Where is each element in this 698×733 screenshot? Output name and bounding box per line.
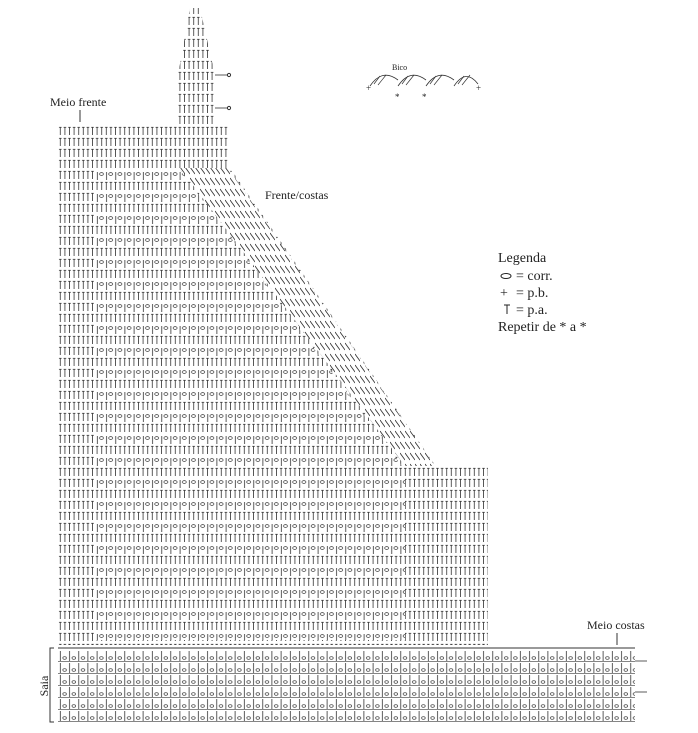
legend-item: = p.b. (516, 286, 548, 301)
spire (178, 8, 215, 125)
legend: Legenda = corr. + = p.b. = p.a. Repetir … (498, 251, 587, 335)
bico: Bico + * * + (366, 63, 481, 102)
skirt: Saia (37, 647, 647, 723)
tail-end (226, 105, 232, 111)
skirt-stitches (58, 650, 635, 722)
legend-item: = corr. (516, 269, 553, 284)
legend-item: = p.a. (516, 303, 548, 318)
svg-text:+: + (476, 83, 481, 93)
legend-note: Repetir de * a * (498, 320, 587, 335)
bracket (49, 647, 54, 723)
saia-label: Saia (37, 675, 51, 696)
frente-costas-label: Frente/costas (265, 188, 329, 202)
meio-costas-label: Meio costas (587, 618, 645, 632)
tail-end (226, 72, 232, 78)
svg-text:+: + (366, 83, 371, 93)
pb-symbol: + (500, 286, 508, 301)
bico-label: Bico (392, 63, 407, 72)
svg-text:*: * (422, 92, 427, 102)
loop-rows (95, 170, 405, 640)
svg-text:*: * (395, 92, 400, 102)
corr-symbol (500, 273, 512, 279)
diagonal-edge (180, 168, 435, 466)
legend-title: Legenda (498, 251, 547, 266)
chart-body (58, 8, 488, 645)
meio-frente-label: Meio frente (50, 95, 106, 109)
